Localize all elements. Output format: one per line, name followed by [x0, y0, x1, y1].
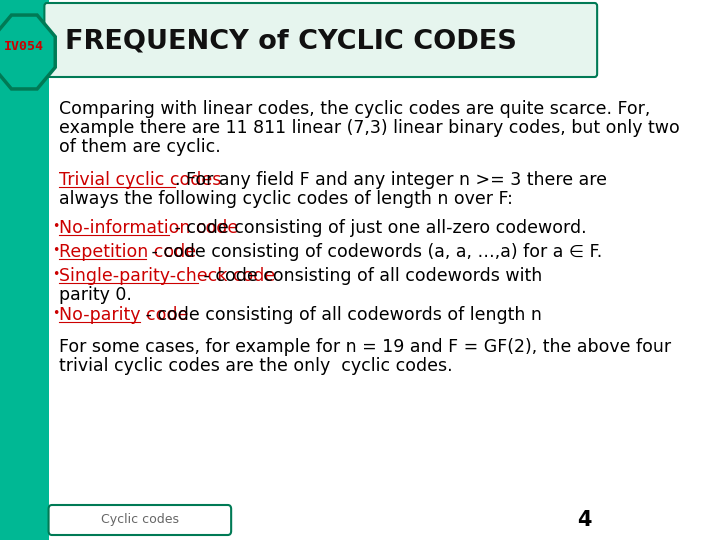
- FancyBboxPatch shape: [0, 0, 48, 540]
- Text: Single-parity-check code: Single-parity-check code: [58, 267, 275, 285]
- Text: example there are 11 811 linear (7,3) linear binary codes, but only two: example there are 11 811 linear (7,3) li…: [58, 119, 680, 137]
- Text: Trivial cyclic codes: Trivial cyclic codes: [58, 171, 221, 189]
- Text: Repetition code: Repetition code: [58, 243, 196, 261]
- Text: Cyclic codes: Cyclic codes: [101, 514, 179, 526]
- Text: trivial cyclic codes are the only  cyclic codes.: trivial cyclic codes are the only cyclic…: [58, 357, 452, 375]
- Polygon shape: [0, 15, 55, 89]
- Text: of them are cyclic.: of them are cyclic.: [58, 138, 220, 156]
- Text: •: •: [52, 268, 59, 281]
- Text: - code consisting of all codewords with: - code consisting of all codewords with: [198, 267, 543, 285]
- Text: •: •: [52, 220, 59, 233]
- Text: 4: 4: [577, 510, 592, 530]
- Text: . For any field F and any integer n >= 3 there are: . For any field F and any integer n >= 3…: [175, 171, 607, 189]
- FancyBboxPatch shape: [48, 505, 231, 535]
- Text: IV054: IV054: [4, 40, 45, 53]
- Text: - code consisting of codewords (a, a, …,a) for a ∈ F.: - code consisting of codewords (a, a, …,…: [146, 243, 602, 261]
- Text: •: •: [52, 244, 59, 257]
- Text: parity 0.: parity 0.: [58, 286, 132, 304]
- Text: - code consisting of all codewords of length n: - code consisting of all codewords of le…: [140, 306, 542, 324]
- Text: •: •: [52, 307, 59, 320]
- Text: Comparing with linear codes, the cyclic codes are quite scarce. For,: Comparing with linear codes, the cyclic …: [58, 100, 650, 118]
- Text: FREQUENCY of CYCLIC CODES: FREQUENCY of CYCLIC CODES: [66, 28, 517, 54]
- Text: always the following cyclic codes of length n over F:: always the following cyclic codes of len…: [58, 190, 513, 208]
- Text: - code consisting of just one all-zero codeword.: - code consisting of just one all-zero c…: [169, 219, 587, 237]
- Text: No-information code: No-information code: [58, 219, 238, 237]
- Text: For some cases, for example for n = 19 and F = GF(2), the above four: For some cases, for example for n = 19 a…: [58, 338, 671, 356]
- FancyBboxPatch shape: [45, 3, 597, 77]
- Text: No-parity code: No-parity code: [58, 306, 188, 324]
